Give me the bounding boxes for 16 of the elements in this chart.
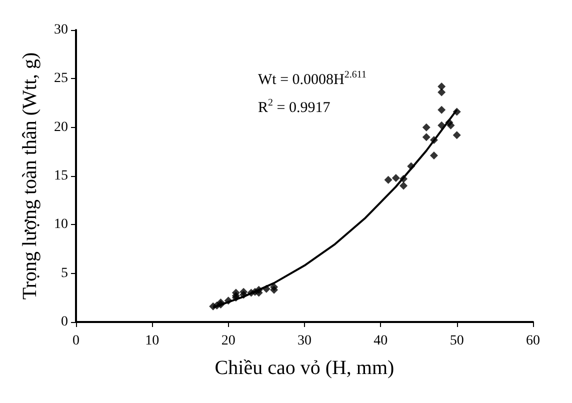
x-tick-label: 10 [145,334,160,348]
y-tick-label: 10 [54,217,68,232]
y-tick-label: 25 [54,71,68,86]
x-tick-label: 30 [298,334,312,348]
y-tick-label: 20 [54,120,68,135]
y-axis-title: Trọng lượng toàn thân (Wtt, g) [19,52,41,300]
y-tick-label: 0 [61,314,68,330]
x-axis-title: Chiều cao vỏ (H, mm) [214,357,394,379]
y-tick-label: 5 [61,266,68,281]
x-tick-label: 20 [221,334,236,348]
x-tick-label: 0 [72,334,80,348]
x-tick-label: 50 [450,334,464,348]
x-tick-label: 40 [374,334,388,348]
y-tick-label: 15 [54,168,68,184]
y-tick-label: 30 [54,22,68,38]
x-tick-label: 60 [526,334,540,348]
